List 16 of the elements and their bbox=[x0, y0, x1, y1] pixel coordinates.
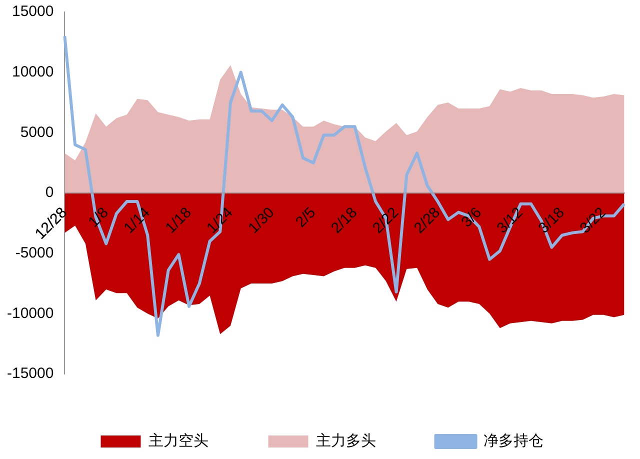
y-tick-label: 15000 bbox=[12, 3, 54, 20]
x-tick-label: 3/18 bbox=[535, 204, 568, 237]
y-tick-label: 5000 bbox=[20, 124, 54, 141]
legend-label: 净多持仓 bbox=[483, 432, 544, 450]
y-tick-label: -5000 bbox=[15, 244, 54, 262]
x-tick-label: 3/6 bbox=[458, 204, 485, 231]
legend-label: 主力空头 bbox=[148, 432, 208, 450]
y-tick-label: 10000 bbox=[12, 63, 54, 80]
x-tick-label: 3/22 bbox=[576, 204, 610, 237]
y-tick-label: 0 bbox=[45, 184, 54, 202]
x-tick-label: 1/8 bbox=[85, 204, 112, 231]
x-tick-label: 2/5 bbox=[292, 204, 320, 231]
y-tick-label: -15000 bbox=[6, 365, 54, 382]
legend-label: 主力多头 bbox=[316, 432, 376, 450]
x-tick-label: 3/12 bbox=[494, 204, 526, 237]
y-tick-label: -10000 bbox=[6, 304, 54, 322]
